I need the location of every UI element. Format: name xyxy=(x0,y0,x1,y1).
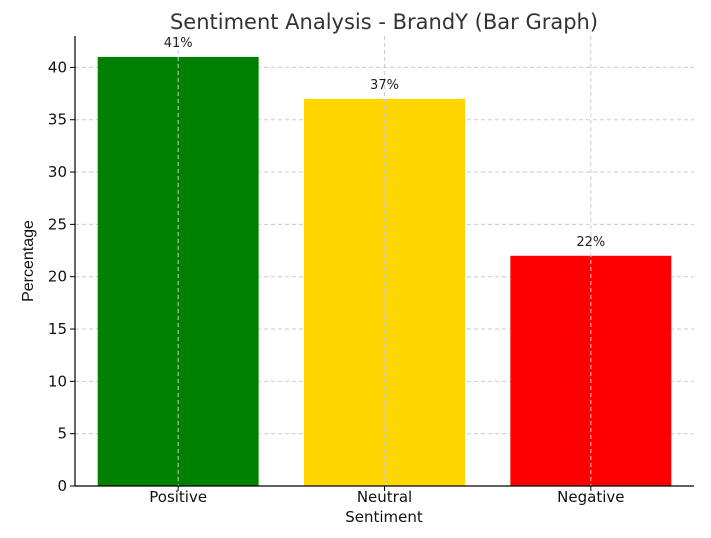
y-tick-label: 40 xyxy=(48,58,67,76)
data-label-neutral: 37% xyxy=(370,78,399,93)
data-labels: 41% 37% 22% xyxy=(164,36,606,250)
y-tick-label: 5 xyxy=(57,425,67,443)
bar-negative xyxy=(510,255,672,486)
y-tick-label: 15 xyxy=(48,320,67,338)
y-tick-label: 25 xyxy=(48,215,67,233)
x-tick-label-neutral: Neutral xyxy=(357,488,412,506)
y-tick-label: 35 xyxy=(48,111,67,129)
data-label-positive: 41% xyxy=(164,36,193,51)
x-axis-title: Sentiment xyxy=(345,508,423,526)
vertical-grid xyxy=(177,36,592,486)
y-tick-label: 10 xyxy=(48,372,67,390)
ticks: 0 5 10 15 20 25 30 35 40 Positive Neutral Negative xyxy=(48,58,625,506)
y-tick-label: 0 xyxy=(57,477,67,495)
data-label-negative: 22% xyxy=(576,235,605,250)
y-tick-label: 20 xyxy=(48,268,67,286)
y-axis-title: Percentage xyxy=(20,220,37,302)
chart-title: Sentiment Analysis - BrandY (Bar Graph) xyxy=(170,10,598,34)
x-tick-label-negative: Negative xyxy=(557,488,624,506)
y-tick-label: 30 xyxy=(48,163,67,181)
x-tick-label-positive: Positive xyxy=(149,488,207,506)
